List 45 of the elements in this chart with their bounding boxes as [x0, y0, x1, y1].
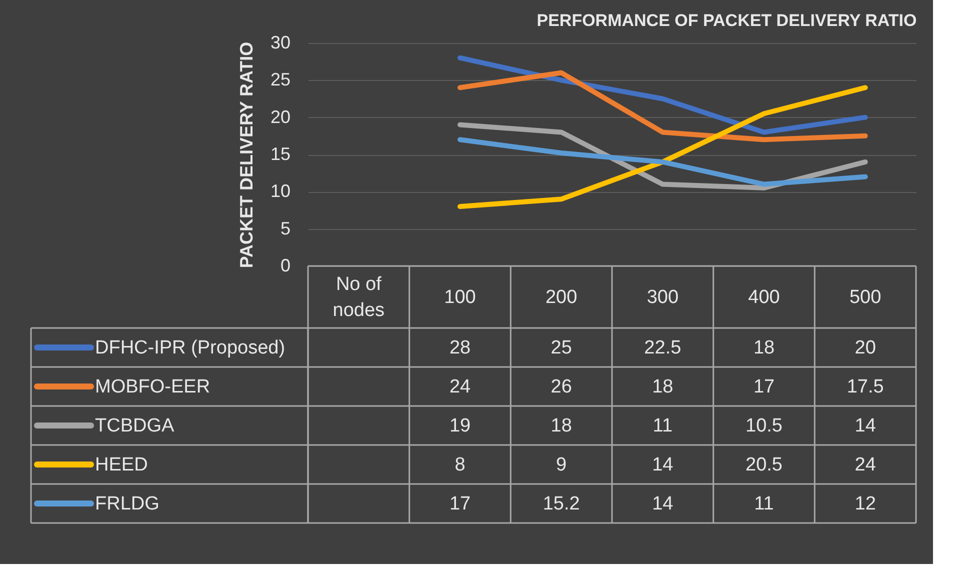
- data-label: 28: [449, 338, 471, 358]
- data-label: 17.5: [846, 376, 884, 398]
- legend-label: DFHC-IPR (Proposed): [95, 338, 286, 358]
- x-tick-label: No of nodes: [332, 274, 385, 321]
- data-label: 25: [550, 338, 572, 358]
- data-label: 12: [854, 494, 876, 514]
- y-tick-label: 10: [270, 181, 290, 202]
- data-label: 19: [449, 416, 471, 436]
- data-label: 14: [652, 454, 674, 476]
- data-label: 17: [753, 376, 775, 398]
- data-label: 26: [550, 376, 572, 398]
- data-label: 9: [556, 454, 567, 476]
- y-tick-label: 15: [270, 144, 290, 164]
- data-label: 11: [754, 494, 774, 514]
- legend-label: MOBFO-EER: [95, 376, 210, 398]
- x-tick-label: 400: [748, 287, 780, 308]
- y-tick-label: 30: [270, 32, 290, 52]
- data-label: 17: [449, 494, 471, 514]
- y-axis-title: PACKET DELIVERY RATIO: [236, 42, 256, 268]
- data-label: 18: [550, 416, 572, 436]
- legend-label: FRLDG: [95, 494, 160, 514]
- chart-title: PERFORMANCE OF PACKET DELIVERY RATIO: [536, 11, 917, 30]
- legend-label: TCBDGA: [95, 416, 174, 436]
- data-label: 22.5: [644, 338, 682, 358]
- data-label: 14: [854, 416, 876, 436]
- data-label: 20.5: [746, 454, 782, 476]
- data-label: 24: [449, 376, 471, 398]
- data-label: 11: [652, 416, 673, 436]
- x-tick-label: 200: [545, 287, 578, 308]
- y-tick-label: 0: [280, 256, 290, 276]
- data-label: 24: [854, 454, 876, 476]
- y-tick-label: 25: [270, 70, 290, 90]
- data-label: 10.5: [746, 416, 782, 436]
- legend-label: HEED: [95, 454, 148, 476]
- data-label: 18: [652, 376, 674, 398]
- data-label: 14: [652, 494, 674, 514]
- data-label: 18: [753, 338, 775, 358]
- y-tick-label: 5: [280, 218, 290, 238]
- data-label: 20: [854, 338, 876, 358]
- x-tick-label: 500: [849, 287, 882, 308]
- data-label: 8: [454, 454, 466, 476]
- x-tick-label: 300: [646, 287, 679, 308]
- data-label: 15.2: [542, 494, 580, 514]
- y-tick-label: 20: [270, 106, 290, 127]
- x-tick-label: 100: [444, 287, 476, 308]
